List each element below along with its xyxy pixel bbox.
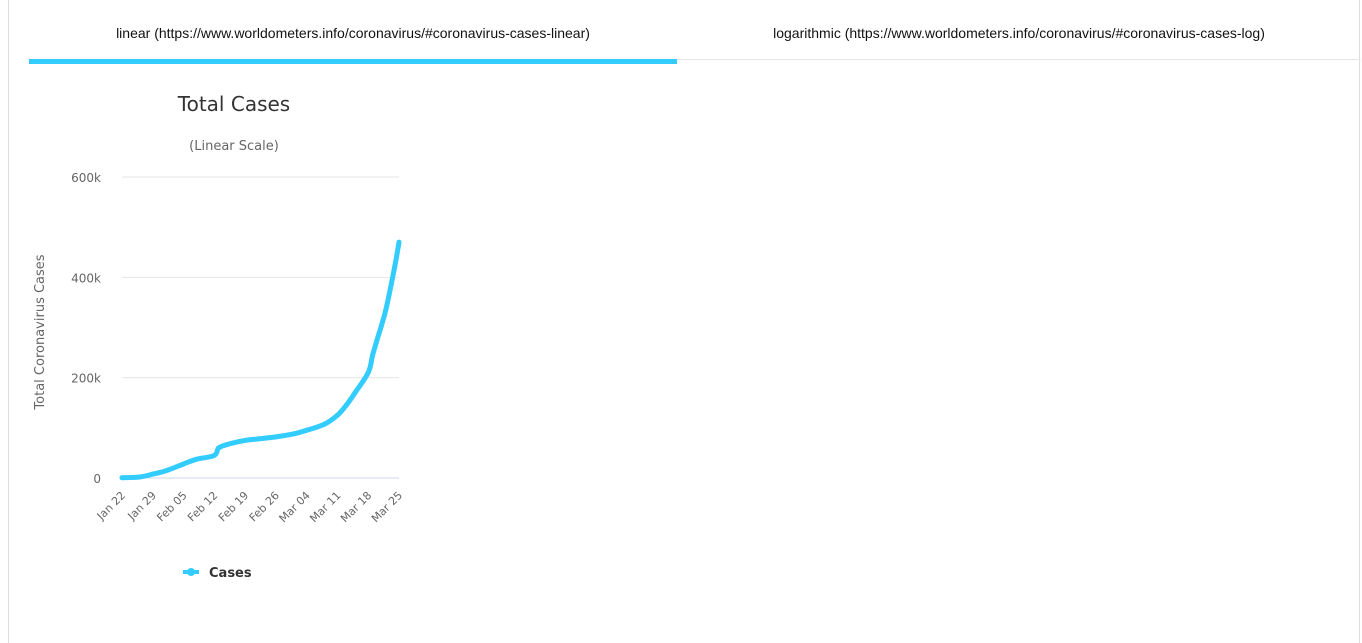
y-tick-label: 0 bbox=[93, 472, 101, 486]
data-point bbox=[321, 421, 327, 427]
x-tick-label: Feb 19 bbox=[216, 489, 251, 524]
tab-logarithmic[interactable]: logarithmic (https://www.worldometers.in… bbox=[677, 0, 1361, 60]
legend[interactable]: Cases bbox=[183, 566, 252, 581]
data-point bbox=[370, 352, 376, 358]
x-tick-label: Mar 11 bbox=[307, 489, 343, 525]
x-tick-label: Feb 26 bbox=[247, 489, 282, 524]
data-point bbox=[343, 402, 349, 408]
data-point bbox=[137, 474, 143, 480]
data-point bbox=[334, 412, 340, 418]
data-point bbox=[225, 441, 230, 447]
x-tick-label: Mar 04 bbox=[277, 489, 313, 525]
data-point bbox=[255, 436, 261, 442]
data-point bbox=[194, 456, 200, 462]
y-axis-label: Total Coronavirus Cases bbox=[33, 254, 48, 410]
total-cases-chart: Total Cases (Linear Scale) Total Coronav… bbox=[33, 92, 405, 581]
data-point bbox=[396, 239, 402, 245]
data-point bbox=[291, 431, 296, 437]
y-tick-label: 600k bbox=[71, 171, 101, 185]
data-point bbox=[163, 468, 169, 474]
data-point bbox=[383, 307, 389, 313]
x-tick-label: Jan 29 bbox=[125, 489, 159, 523]
data-point bbox=[150, 471, 156, 477]
x-tick-label: Feb 05 bbox=[154, 489, 189, 524]
y-tick-label: 200k bbox=[71, 372, 101, 386]
legend-label-cases: Cases bbox=[209, 566, 252, 581]
y-tick-label: 400k bbox=[71, 271, 101, 285]
data-point bbox=[374, 337, 380, 343]
data-point bbox=[392, 264, 398, 270]
chart-subtitle: (Linear Scale) bbox=[189, 139, 279, 154]
data-point bbox=[181, 461, 187, 467]
x-tick-label: Mar 18 bbox=[338, 489, 374, 525]
x-tick-label: Jan 22 bbox=[94, 489, 128, 523]
chart-title: Total Cases bbox=[177, 92, 290, 116]
data-point bbox=[273, 434, 279, 440]
data-point bbox=[242, 437, 248, 443]
tab-linear[interactable]: linear (https://www.worldometers.info/co… bbox=[29, 0, 677, 64]
data-point bbox=[304, 427, 310, 433]
data-point bbox=[365, 370, 371, 376]
data-point bbox=[119, 475, 125, 481]
data-point bbox=[216, 445, 222, 451]
data-point bbox=[211, 452, 217, 458]
scale-tabs: linear (https://www.worldometers.info/co… bbox=[29, 0, 1361, 64]
x-tick-label: Feb 12 bbox=[185, 489, 220, 524]
legend-point-marker bbox=[187, 568, 195, 576]
x-tick-label: Mar 25 bbox=[369, 489, 405, 525]
chart-panel: linear (https://www.worldometers.info/co… bbox=[8, 0, 1361, 643]
data-point bbox=[352, 390, 358, 396]
